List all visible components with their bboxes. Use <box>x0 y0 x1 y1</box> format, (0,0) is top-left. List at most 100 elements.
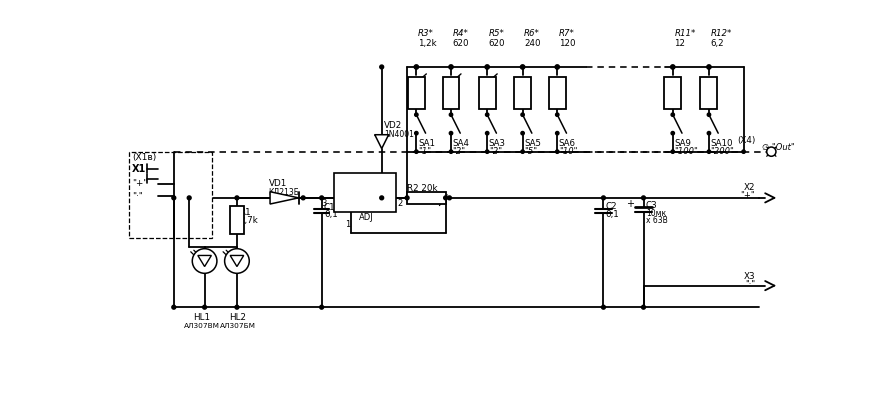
Text: 2,7k: 2,7k <box>239 216 258 225</box>
Circle shape <box>319 196 324 200</box>
Text: +: + <box>627 199 634 209</box>
Text: 6,2: 6,2 <box>710 39 724 48</box>
Text: OUT: OUT <box>367 199 385 208</box>
Polygon shape <box>375 135 389 149</box>
Text: SA10: SA10 <box>710 139 733 148</box>
Circle shape <box>555 131 559 135</box>
Text: R6*: R6* <box>524 29 540 38</box>
Bar <box>549 77 566 109</box>
Circle shape <box>193 249 217 274</box>
Text: (X1в): (X1в) <box>132 154 157 162</box>
Text: SA6: SA6 <box>559 139 576 148</box>
Text: X3: X3 <box>744 272 755 281</box>
Circle shape <box>449 65 453 69</box>
Text: SA9: SA9 <box>674 139 691 148</box>
Text: 12: 12 <box>674 39 686 48</box>
Text: 620: 620 <box>452 39 469 48</box>
Circle shape <box>405 196 409 200</box>
Circle shape <box>708 131 711 135</box>
Bar <box>129 152 212 238</box>
Text: "100": "100" <box>674 147 698 156</box>
Circle shape <box>602 305 605 309</box>
Text: VD1: VD1 <box>268 179 287 189</box>
Text: 1N4001: 1N4001 <box>384 130 414 139</box>
Text: "·": "·" <box>132 191 143 200</box>
Text: C1: C1 <box>324 202 335 212</box>
Text: R3*: R3* <box>418 29 434 38</box>
Text: КД213Б: КД213Б <box>268 187 299 196</box>
Text: 1,2k: 1,2k <box>418 39 436 48</box>
Text: 240: 240 <box>524 39 540 48</box>
Bar <box>514 77 532 109</box>
Bar <box>664 77 681 109</box>
Circle shape <box>172 196 176 200</box>
Text: SA5: SA5 <box>524 139 541 148</box>
Text: ∅ "Out": ∅ "Out" <box>762 143 795 152</box>
Text: SA1: SA1 <box>418 139 435 148</box>
Circle shape <box>555 150 559 154</box>
Text: R1: R1 <box>239 208 251 217</box>
Text: R12*: R12* <box>710 29 732 38</box>
Text: DA1: DA1 <box>356 176 374 185</box>
Text: "5": "5" <box>524 147 538 156</box>
Circle shape <box>414 131 418 135</box>
Circle shape <box>414 113 418 116</box>
Bar <box>700 77 717 109</box>
Text: 2: 2 <box>397 199 402 208</box>
Circle shape <box>448 196 451 200</box>
Text: R11*: R11* <box>674 29 696 38</box>
Circle shape <box>450 131 452 135</box>
Bar <box>479 77 495 109</box>
Circle shape <box>235 196 238 200</box>
Circle shape <box>319 305 324 309</box>
Circle shape <box>555 113 559 116</box>
Text: "2": "2" <box>452 147 466 156</box>
Text: АЛ307БМ: АЛ307БМ <box>220 323 256 329</box>
Circle shape <box>520 65 524 69</box>
Circle shape <box>521 131 524 135</box>
Bar <box>408 77 425 109</box>
Bar <box>334 173 396 212</box>
Text: АЛ307ВМ: АЛ307ВМ <box>184 323 219 329</box>
Text: SA3: SA3 <box>488 139 506 148</box>
Text: C2: C2 <box>605 202 618 211</box>
Circle shape <box>486 150 489 154</box>
Text: R7*: R7* <box>559 29 575 38</box>
Circle shape <box>642 305 645 309</box>
Text: HL2: HL2 <box>229 313 246 322</box>
Text: ADJ: ADJ <box>359 213 373 222</box>
Circle shape <box>602 196 605 200</box>
Text: 1: 1 <box>345 219 350 229</box>
Text: R4*: R4* <box>452 29 468 38</box>
Text: X2: X2 <box>744 183 755 192</box>
Circle shape <box>671 131 674 135</box>
Text: "2": "2" <box>488 147 502 156</box>
Text: "+": "+" <box>132 179 148 189</box>
Circle shape <box>414 150 418 154</box>
Circle shape <box>380 196 384 200</box>
Text: 3: 3 <box>322 199 327 208</box>
Circle shape <box>671 113 674 116</box>
Circle shape <box>521 150 524 154</box>
Bar <box>443 77 459 109</box>
Bar <box>230 206 244 234</box>
Circle shape <box>555 65 560 69</box>
Circle shape <box>450 113 452 116</box>
Polygon shape <box>231 255 244 267</box>
Text: HL1: HL1 <box>193 313 210 322</box>
Text: R5*: R5* <box>488 29 504 38</box>
Circle shape <box>766 147 776 156</box>
Text: "1": "1" <box>418 147 431 156</box>
Circle shape <box>380 65 384 69</box>
Circle shape <box>235 305 238 309</box>
Circle shape <box>708 150 711 154</box>
Circle shape <box>450 150 452 154</box>
Text: IN: IN <box>338 199 347 208</box>
Circle shape <box>485 65 489 69</box>
Circle shape <box>486 113 489 116</box>
Circle shape <box>707 65 711 69</box>
Text: 620: 620 <box>488 39 505 48</box>
Polygon shape <box>198 255 211 267</box>
Text: "·": "·" <box>745 280 755 288</box>
Text: C3: C3 <box>646 201 657 210</box>
